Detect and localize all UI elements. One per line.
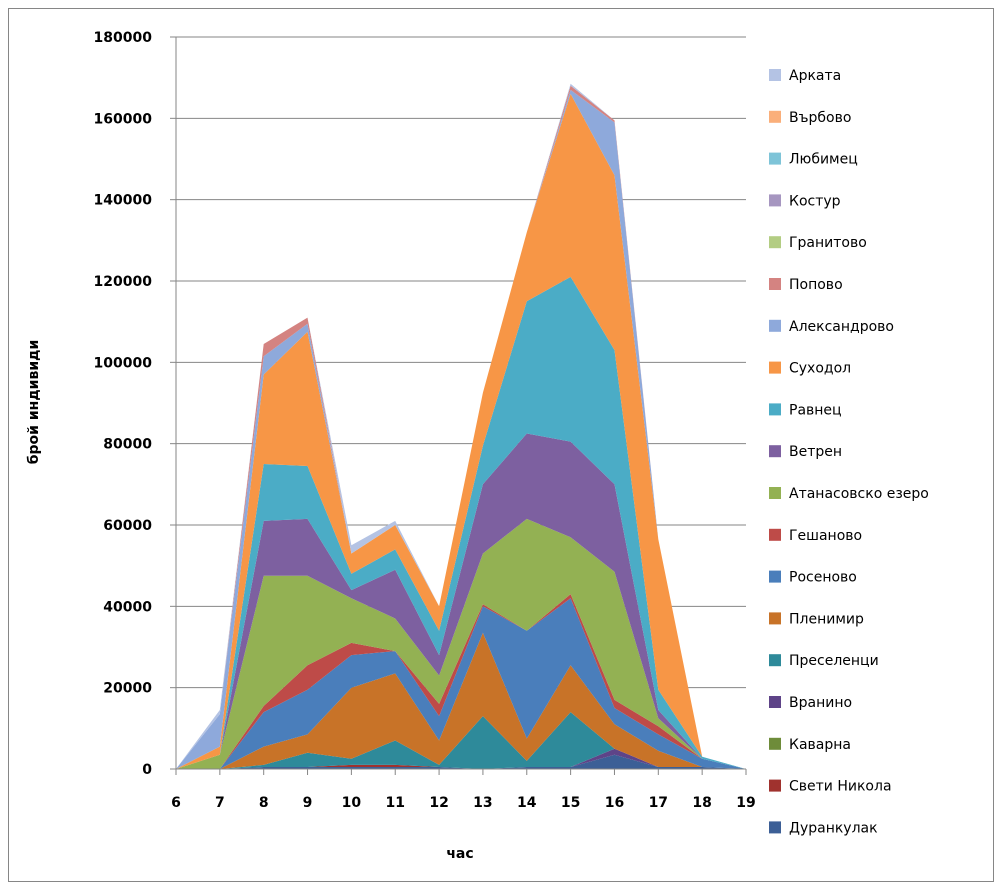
stacked-areas — [176, 83, 746, 770]
legend-label: Арката — [789, 68, 841, 84]
x-tick-label: 7 — [215, 795, 225, 811]
legend-label: Попово — [789, 277, 843, 293]
legend-swatch — [769, 236, 781, 249]
axes: 0 20000 40000 60000 80000 100000 120000 140000 1… — [94, 30, 756, 811]
legend-swatch — [769, 361, 781, 374]
legend-swatch — [769, 528, 781, 541]
legend-label: Каварна — [789, 737, 851, 753]
x-tick-label: 17 — [649, 795, 668, 811]
legend-label: Ветрен — [789, 444, 842, 460]
legend-label: Свети Никола — [789, 779, 892, 795]
area-Вранино — [176, 748, 746, 769]
legend: Арката Върбово Любимец Костур Гранитово Попов… — [769, 68, 929, 836]
x-tick-label: 9 — [303, 795, 313, 811]
legend-label: Пленимир — [789, 611, 864, 627]
y-tick-label: 120000 — [94, 274, 153, 290]
legend-label: Любимец — [789, 152, 858, 168]
area-Суходол — [176, 93, 746, 769]
x-tick-label: 15 — [561, 795, 580, 811]
y-tick-label: 40000 — [103, 599, 152, 615]
legend-swatch — [769, 612, 781, 625]
legend-swatch — [769, 779, 781, 792]
x-tick-label: 12 — [429, 795, 448, 811]
x-tick-label: 18 — [692, 795, 711, 811]
y-tick-label: 0 — [142, 762, 152, 778]
legend-label: Атанасовско езеро — [789, 486, 929, 502]
legend-label: Костур — [789, 193, 841, 209]
x-tick-label: 19 — [736, 795, 755, 811]
legend-swatch — [769, 110, 781, 123]
legend-label: Вранино — [789, 695, 852, 711]
area-Преселенци — [176, 712, 746, 769]
y-tick-label: 60000 — [103, 518, 152, 534]
y-tick-label: 100000 — [94, 355, 153, 371]
area-Атанасовско езеро — [176, 518, 746, 769]
legend-label: Дуранкулак — [789, 820, 878, 836]
area-Дуранкулак — [176, 754, 746, 769]
legend-swatch — [769, 696, 781, 708]
x-tick-label: 10 — [342, 795, 362, 811]
legend-swatch — [769, 570, 781, 583]
legend-label: Гешаново — [789, 528, 862, 544]
legend-swatch — [769, 69, 781, 81]
legend-swatch — [769, 278, 781, 290]
y-axis-title: брой индивиди — [26, 340, 42, 464]
legend-swatch — [769, 403, 781, 416]
legend-label: Суходол — [789, 361, 851, 377]
legend-label: Росеново — [789, 570, 857, 586]
area-Росеново — [176, 598, 746, 769]
x-tick-label: 14 — [517, 795, 537, 811]
legend-swatch — [769, 737, 781, 750]
legend-label: Преселенци — [789, 653, 879, 669]
legend-swatch — [769, 445, 781, 458]
y-tick-label: 160000 — [94, 111, 153, 127]
x-tick-label: 11 — [385, 795, 404, 811]
legend-swatch — [769, 487, 781, 499]
legend-swatch — [769, 654, 781, 667]
legend-swatch — [769, 319, 781, 332]
legend-swatch — [769, 152, 781, 165]
legend-swatch — [769, 821, 781, 834]
x-tick-label: 6 — [171, 795, 181, 811]
area-Ветрен — [176, 433, 746, 769]
legend-label: Александрово — [789, 319, 894, 335]
y-tick-label: 80000 — [103, 437, 152, 453]
legend-label: Гранитово — [789, 235, 867, 251]
legend-label: Равнец — [789, 402, 842, 418]
legend-swatch — [769, 194, 781, 207]
y-tick-label: 20000 — [103, 681, 152, 697]
x-tick-label: 8 — [259, 795, 269, 811]
legend-label: Върбово — [789, 110, 851, 126]
area-Равнец — [176, 276, 746, 769]
x-tick-label: 16 — [605, 795, 624, 811]
y-tick-label: 140000 — [94, 193, 153, 209]
x-axis-title: час — [446, 846, 473, 862]
area-Пленимир — [176, 632, 746, 769]
area-Гешаново — [176, 594, 746, 769]
x-tick-label: 13 — [473, 795, 492, 811]
y-tick-label: 180000 — [94, 30, 153, 46]
